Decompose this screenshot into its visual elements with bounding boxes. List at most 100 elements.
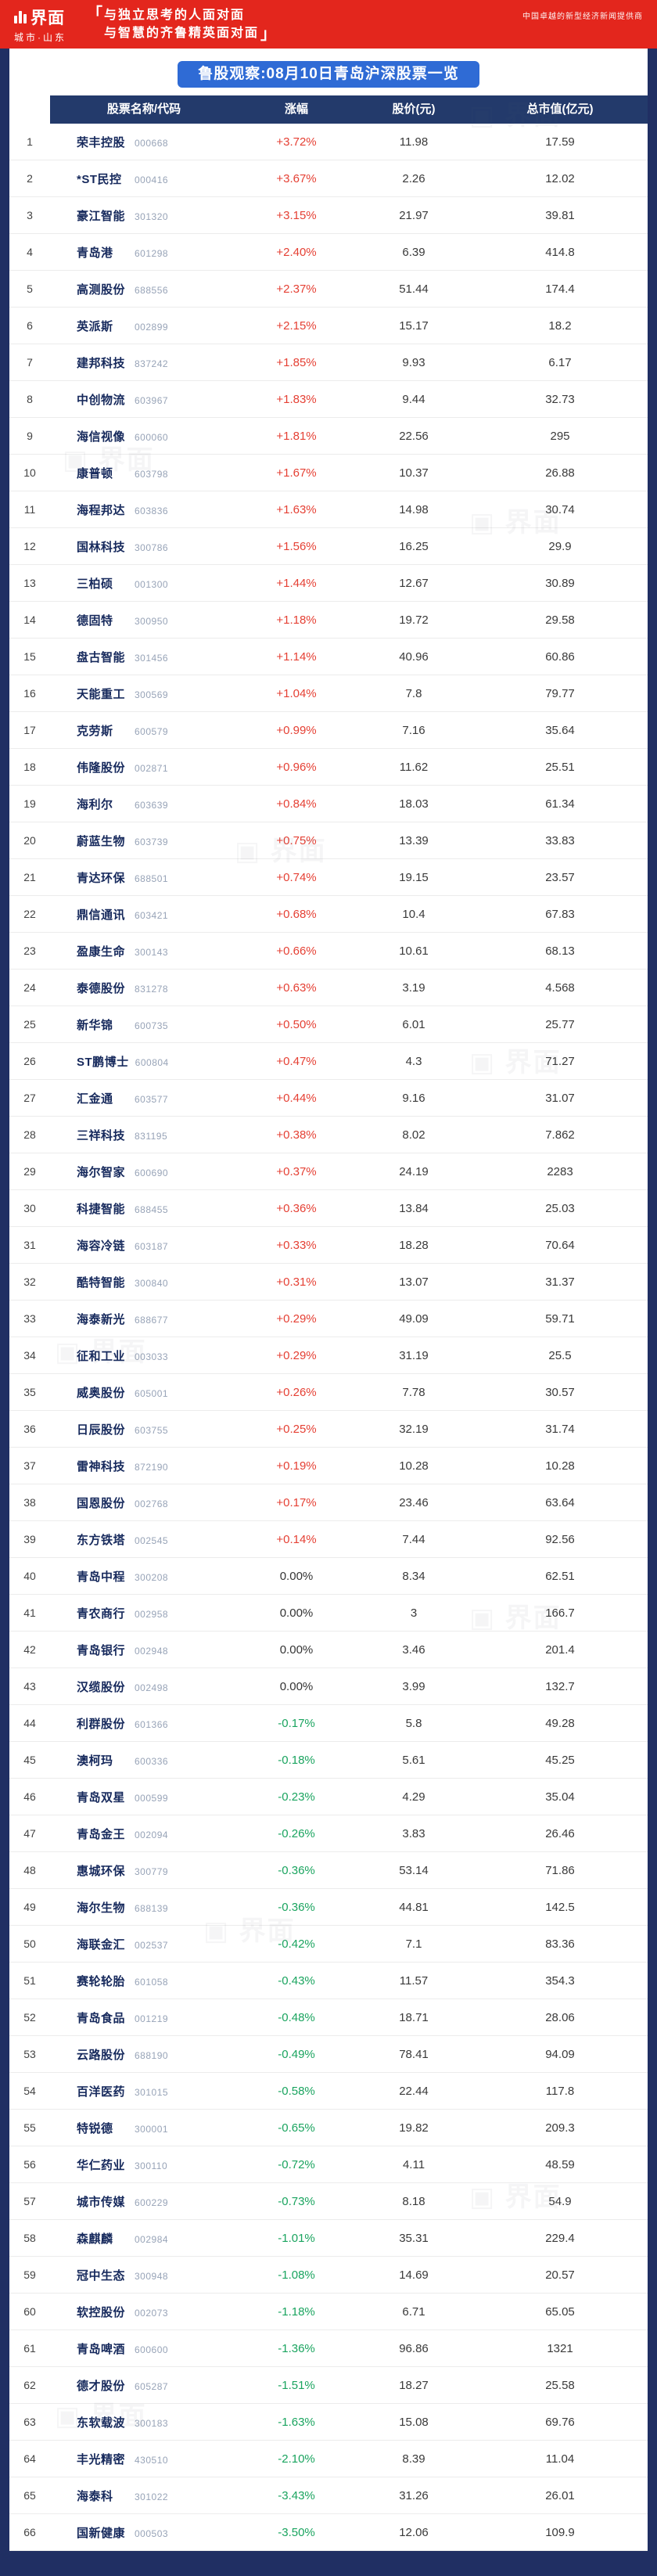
- stock-name: 惠城环保: [77, 1864, 126, 1878]
- price: 10.37: [399, 466, 429, 480]
- stock-code: 600690: [135, 1167, 169, 1178]
- change-percent: +1.44%: [276, 576, 317, 590]
- row-index: 60: [23, 2305, 36, 2318]
- price: 7.44: [402, 1532, 425, 1546]
- row-index: 10: [23, 466, 36, 479]
- table-row: 32 酷特智能 300840 +0.31% 13.07 31.37: [9, 1264, 648, 1301]
- market-cap: 63.64: [545, 1495, 575, 1509]
- stock-name: 酷特智能: [77, 1275, 126, 1290]
- stock-name-cell: 天能重工 300569: [50, 685, 238, 702]
- row-index: 26: [23, 1055, 36, 1067]
- stock-name-cell: 荣丰控股 000668: [50, 134, 238, 150]
- column-market-cap: 总市值(亿元): [472, 95, 648, 124]
- stock-name: 三柏硕: [77, 577, 113, 591]
- stock-code: 002958: [135, 1608, 169, 1620]
- table-row: 8 中创物流 603967 +1.83% 9.44 32.73: [9, 381, 648, 418]
- table-row: 14 德固特 300950 +1.18% 19.72 29.58: [9, 602, 648, 639]
- row-index: 17: [23, 724, 36, 736]
- stock-code: 002768: [135, 1498, 169, 1509]
- change-percent: 0.00%: [279, 1606, 314, 1620]
- table-row: 41 青农商行 002958 0.00% 3 166.7: [9, 1595, 648, 1632]
- stock-name-cell: 利群股份 601366: [50, 1715, 238, 1732]
- row-index: 27: [23, 1092, 36, 1104]
- tagline-line-2: 与智慧的齐鲁精英面对面: [104, 27, 260, 40]
- table-row: 13 三柏硕 001300 +1.44% 12.67 30.89: [9, 565, 648, 602]
- table-row: 44 利群股份 601366 -0.17% 5.8 49.28: [9, 1705, 648, 1742]
- row-index: 62: [23, 2379, 36, 2391]
- stock-name-cell: 汉缆股份 002498: [50, 1678, 238, 1695]
- row-index: 63: [23, 2416, 36, 2428]
- row-index: 46: [23, 1790, 36, 1803]
- price: 19.72: [399, 613, 429, 627]
- table-row: 6 英派斯 002899 +2.15% 15.17 18.2: [9, 308, 648, 344]
- row-index: 19: [23, 797, 36, 810]
- stock-name: 东方铁塔: [77, 1533, 126, 1547]
- market-cap: 60.86: [545, 649, 575, 664]
- stock-name-cell: 青达环保 688501: [50, 869, 238, 886]
- row-index: 56: [23, 2158, 36, 2171]
- price: 51.44: [399, 282, 429, 296]
- row-index: 41: [23, 1606, 36, 1619]
- change-percent: -0.36%: [278, 1900, 315, 1914]
- stock-name-cell: 蔚蓝生物 603739: [50, 833, 238, 849]
- stock-code: 837242: [135, 358, 169, 369]
- stock-name-cell: 日辰股份 603755: [50, 1421, 238, 1437]
- stock-name-cell: 鼎信通讯 603421: [50, 906, 238, 923]
- row-index: 49: [23, 1901, 36, 1913]
- stock-code: 300779: [135, 1865, 169, 1877]
- stock-name: 日辰股份: [77, 1423, 126, 1437]
- row-index: 24: [23, 981, 36, 994]
- stock-code: 603639: [135, 799, 169, 811]
- market-cap: 54.9: [548, 2194, 572, 2208]
- stock-name: 海尔智家: [77, 1165, 126, 1179]
- stock-code: 601298: [135, 247, 169, 259]
- row-index: 64: [23, 2452, 36, 2465]
- stock-code: 001300: [135, 578, 169, 590]
- stock-code: 300110: [135, 2160, 168, 2171]
- stock-table-body: 1 荣丰控股 000668 +3.72% 11.98 17.59 2 *ST民控 000416 +…: [9, 124, 648, 2551]
- price: 32.19: [399, 1422, 429, 1436]
- stock-name-cell: 软控股份 002073: [50, 2304, 238, 2320]
- stock-name-cell: ST鹏博士 600804: [50, 1053, 238, 1070]
- price: 18.03: [399, 797, 429, 811]
- stock-name: 青岛双星: [77, 1790, 126, 1804]
- market-cap: 354.3: [545, 1973, 575, 1988]
- stock-name: 海泰新光: [77, 1312, 126, 1326]
- stock-code: 603967: [135, 394, 169, 406]
- stock-name-cell: 华仁药业 300110: [50, 2157, 238, 2173]
- row-index: 44: [23, 1717, 36, 1729]
- change-percent: +0.75%: [276, 833, 317, 847]
- row-index: 29: [23, 1165, 36, 1178]
- stock-name-cell: 海程邦达 603836: [50, 502, 238, 518]
- change-percent: -0.73%: [278, 2194, 315, 2208]
- market-cap: 414.8: [545, 245, 575, 259]
- price: 4.11: [402, 2157, 425, 2171]
- stock-code: 600229: [135, 2196, 169, 2208]
- row-index: 23: [23, 944, 36, 957]
- change-percent: +3.15%: [276, 208, 317, 222]
- stock-code: 002073: [135, 2307, 169, 2319]
- table-row: 40 青岛中程 300208 0.00% 8.34 62.51: [9, 1558, 648, 1595]
- stock-name: 云路股份: [77, 2048, 126, 2062]
- stock-name-cell: 海尔生物 688139: [50, 1899, 238, 1916]
- price: 14.69: [399, 2268, 429, 2282]
- price: 9.93: [402, 355, 425, 369]
- table-row: 20 蔚蓝生物 603739 +0.75% 13.39 33.83: [9, 822, 648, 859]
- stock-name: 青岛中程: [77, 1570, 126, 1584]
- change-percent: 0.00%: [279, 1642, 314, 1657]
- stock-name: 青岛港: [77, 246, 113, 260]
- stock-code: 300950: [135, 615, 169, 627]
- stock-name: 荣丰控股: [77, 135, 126, 149]
- row-index: 58: [23, 2232, 36, 2244]
- row-index: 9: [27, 430, 33, 442]
- price: 3.99: [402, 1679, 425, 1693]
- price: 9.16: [402, 1091, 425, 1105]
- stock-code: 605001: [135, 1387, 169, 1399]
- change-percent: +0.66%: [276, 944, 317, 958]
- stock-name: 华仁药业: [77, 2158, 126, 2172]
- change-percent: -0.72%: [278, 2157, 315, 2171]
- stock-name: 城市传媒: [77, 2195, 126, 2209]
- market-cap: 26.46: [545, 1826, 575, 1840]
- table-row: 23 盈康生命 300143 +0.66% 10.61 68.13: [9, 933, 648, 970]
